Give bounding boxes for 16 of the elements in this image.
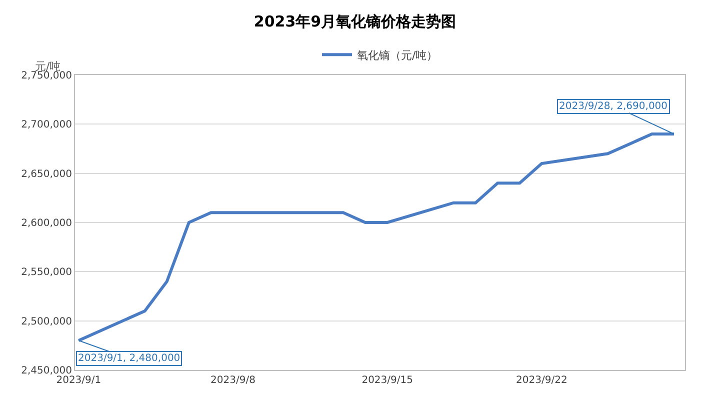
line-series (77, 132, 676, 342)
chart-title: 2023年9月氧化镝价格走势图 (254, 12, 456, 30)
x-tick-label: 2023/9/15 (362, 375, 413, 386)
y-tick-label: 2,450,000 (21, 366, 72, 376)
x-tick-label: 2023/9/1 (56, 375, 102, 386)
x-tick-label: 2023/9/8 (210, 375, 256, 386)
y-tick-label: 2,500,000 (21, 316, 72, 328)
y-tick-label: 2,750,000 (21, 70, 72, 82)
y-tick-label: 2,700,000 (21, 120, 72, 131)
y-tick-label: 2,600,000 (21, 218, 72, 229)
annotation: 2023/9/28, 2,690,000 (559, 101, 668, 112)
y-tick-label: 2,550,000 (21, 267, 72, 278)
x-tick-label: 2023/9/22 (516, 375, 568, 386)
legend-label: 氧化镝（元/吨） (357, 48, 438, 62)
annotation: 2023/9/1, 2,480,000 (78, 353, 180, 364)
y-tick-label: 2,650,000 (21, 168, 72, 180)
